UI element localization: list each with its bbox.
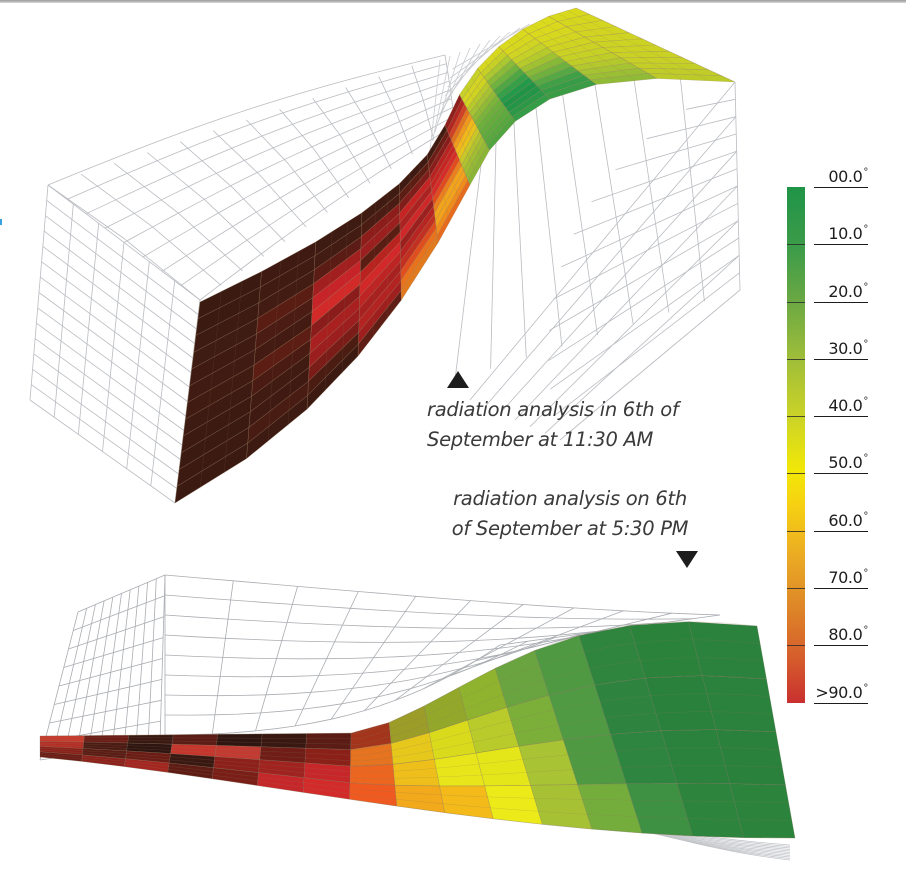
legend-tick-underline — [814, 703, 868, 704]
caption-bottom-line1: radiation analysis on 6th — [453, 487, 687, 510]
legend-tick-underline — [814, 244, 868, 245]
legend-tick-underline — [814, 588, 868, 589]
bottom-surface-heatmap — [39, 621, 796, 839]
top-surface-heatmap — [174, 7, 736, 504]
caption-top-surface: radiation analysis in 6th of September a… — [427, 395, 727, 455]
legend-tick-mark — [787, 359, 805, 360]
caption-top-line1: radiation analysis in 6th of — [427, 398, 679, 421]
legend-tick-label: >90.0° — [815, 683, 868, 702]
legend-colorbar — [787, 187, 805, 703]
legend-tick-mark — [787, 531, 805, 532]
margin-mark — [0, 219, 2, 225]
legend-tick-label: 30.0° — [828, 339, 868, 358]
legend-tick-mark — [787, 302, 805, 303]
legend-tick-label: 70.0° — [828, 568, 868, 587]
legend-tick-label: 10.0° — [828, 224, 868, 243]
legend-tick-underline — [814, 473, 868, 474]
legend-tick-label: 40.0° — [828, 396, 868, 415]
legend-tick-underline — [814, 359, 868, 360]
legend-tick-label: 60.0° — [828, 511, 868, 530]
legend-tick-mark — [787, 416, 805, 417]
caption-bottom-line2: of September at 5:30 PM — [451, 517, 689, 540]
top-border — [0, 0, 906, 3]
pointer-up-triangle-icon — [447, 371, 469, 388]
angle-color-legend: 00.0° 10.0° 20.0° 30.0° 40.0° 50.0° 60.0° 70.0°… — [787, 167, 906, 717]
legend-tick-label: 50.0° — [828, 453, 868, 472]
legend-tick-underline — [814, 645, 868, 646]
legend-tick-underline — [814, 531, 868, 532]
top-surface-wireframe — [29, 23, 741, 504]
legend-tick-label: 00.0° — [828, 167, 868, 186]
pointer-down-triangle-icon — [676, 551, 698, 568]
legend-tick-mark — [787, 473, 805, 474]
legend-tick-underline — [814, 302, 868, 303]
legend-tick-underline — [814, 187, 868, 188]
caption-bottom-surface: radiation analysis on 6th of September a… — [430, 484, 710, 544]
caption-top-line2: September at 11:30 AM — [427, 428, 654, 451]
legend-tick-underline — [814, 416, 868, 417]
legend-tick-mark — [787, 244, 805, 245]
legend-tick-label: 20.0° — [828, 282, 868, 301]
legend-tick-label: 80.0° — [828, 625, 868, 644]
legend-tick-mark — [787, 645, 805, 646]
legend-tick-mark — [787, 588, 805, 589]
